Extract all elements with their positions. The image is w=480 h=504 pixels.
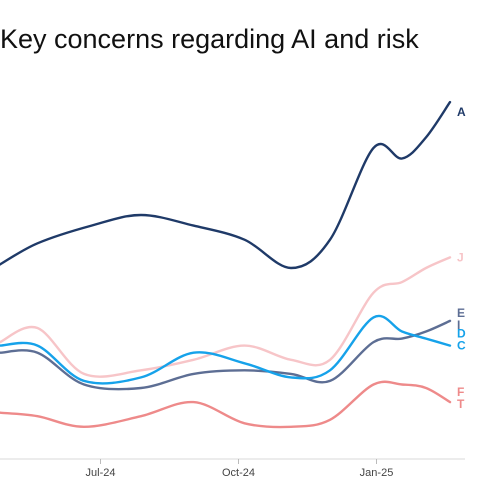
x-tick-label: Jan-25: [360, 467, 394, 479]
series-line-e: [0, 319, 452, 391]
series-label-e: E: [457, 306, 465, 320]
series-label-a: A: [457, 105, 466, 119]
series-label-c: C: [457, 339, 466, 353]
series-line-d: [0, 314, 452, 385]
series-label-i: I: [457, 318, 460, 332]
chart-title: Key concerns regarding AI and risk: [0, 24, 419, 54]
series-label-d: D: [457, 327, 466, 341]
x-tick-label: Jul-24: [86, 467, 116, 479]
series-line-j: [0, 256, 452, 378]
x-tick-label: Oct-24: [222, 467, 255, 479]
series-label-j: J: [457, 250, 464, 264]
series-line-f: [0, 380, 452, 429]
series-label-f: F: [457, 385, 464, 399]
series-label-t: T: [457, 397, 465, 411]
series-layer: [0, 100, 452, 429]
x-axis: Jul-24 Oct-24 Jan-25: [0, 458, 465, 479]
series-line-a: [0, 100, 452, 270]
